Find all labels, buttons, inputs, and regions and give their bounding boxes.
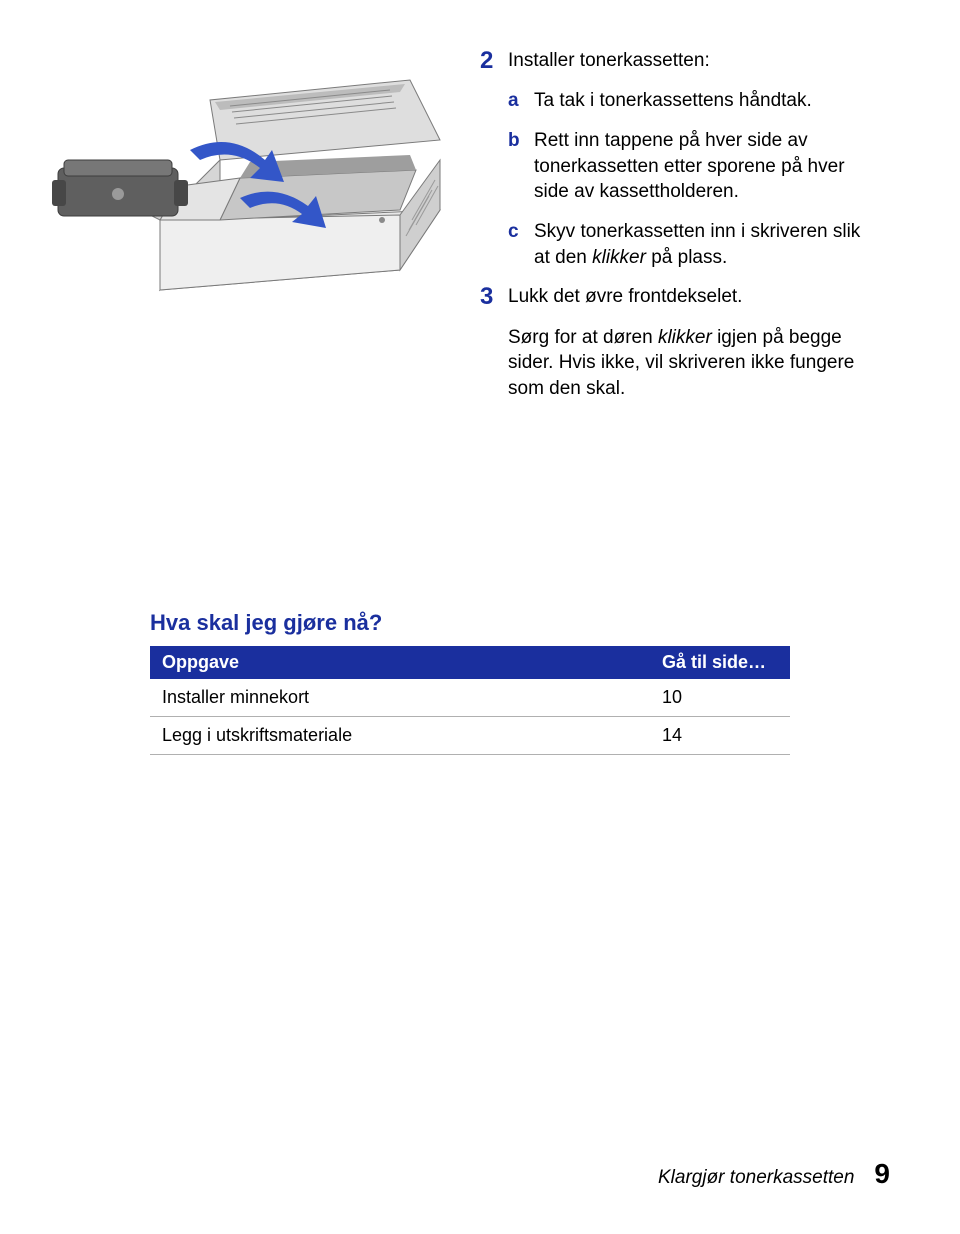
substep-b: b Rett inn tappene på hver side av toner… [508,128,880,205]
footer-page-number: 9 [874,1158,890,1190]
page: 2 Installer tonerkassetten: a Ta tak i t… [0,0,960,1234]
substep-c-text: Skyv tonerkassetten inn i skriveren slik… [534,219,880,270]
substep-c-letter: c [508,219,534,245]
step-2-title: Installer tonerkassetten: [508,48,710,74]
task-table: Oppgave Gå til side… Installer minnekort… [150,646,790,755]
step-2-number: 2 [480,48,508,74]
step-2-substeps: a Ta tak i tonerkassettens håndtak. b Re… [508,88,880,270]
substep-c-italic: klikker [592,247,646,268]
substep-a: a Ta tak i tonerkassettens håndtak. [508,88,880,114]
step-3-note-italic: klikker [658,327,712,348]
substep-a-letter: a [508,88,534,114]
table-row: Installer minnekort 10 [150,679,790,717]
substep-b-text: Rett inn tappene på hver side av tonerka… [534,128,880,205]
step-3-title: Lukk det øvre frontdekselet. [508,284,742,310]
table-cell-page: 10 [650,679,790,717]
printer-illustration [40,60,460,340]
substep-a-text: Ta tak i tonerkassettens håndtak. [534,88,812,114]
substep-c: c Skyv tonerkassetten inn i skriveren sl… [508,219,880,270]
footer-section-title: Klargjør tonerkassetten [658,1167,854,1189]
page-footer: Klargjør tonerkassetten 9 [658,1158,890,1190]
printer-svg [40,60,460,340]
next-steps-block: Hva skal jeg gjøre nå? Oppgave Gå til si… [150,610,790,755]
step-3: 3 Lukk det øvre frontdekselet. [480,284,880,310]
table-header-row: Oppgave Gå til side… [150,646,790,679]
step-3-note: Sørg for at døren klikker igjen på begge… [508,325,880,402]
substep-c-post: på plass. [646,247,727,268]
table-row: Legg i utskriftsmateriale 14 [150,717,790,755]
instructions-column: 2 Installer tonerkassetten: a Ta tak i t… [480,48,880,402]
step-3-note-pre: Sørg for at døren [508,327,658,348]
step-2: 2 Installer tonerkassetten: [480,48,880,74]
table-cell-page: 14 [650,717,790,755]
table-cell-task: Installer minnekort [150,679,650,717]
table-cell-task: Legg i utskriftsmateriale [150,717,650,755]
next-steps-heading: Hva skal jeg gjøre nå? [150,610,790,636]
table-header-task: Oppgave [150,646,650,679]
substep-b-letter: b [508,128,534,154]
step-3-number: 3 [480,284,508,310]
table-header-page: Gå til side… [650,646,790,679]
